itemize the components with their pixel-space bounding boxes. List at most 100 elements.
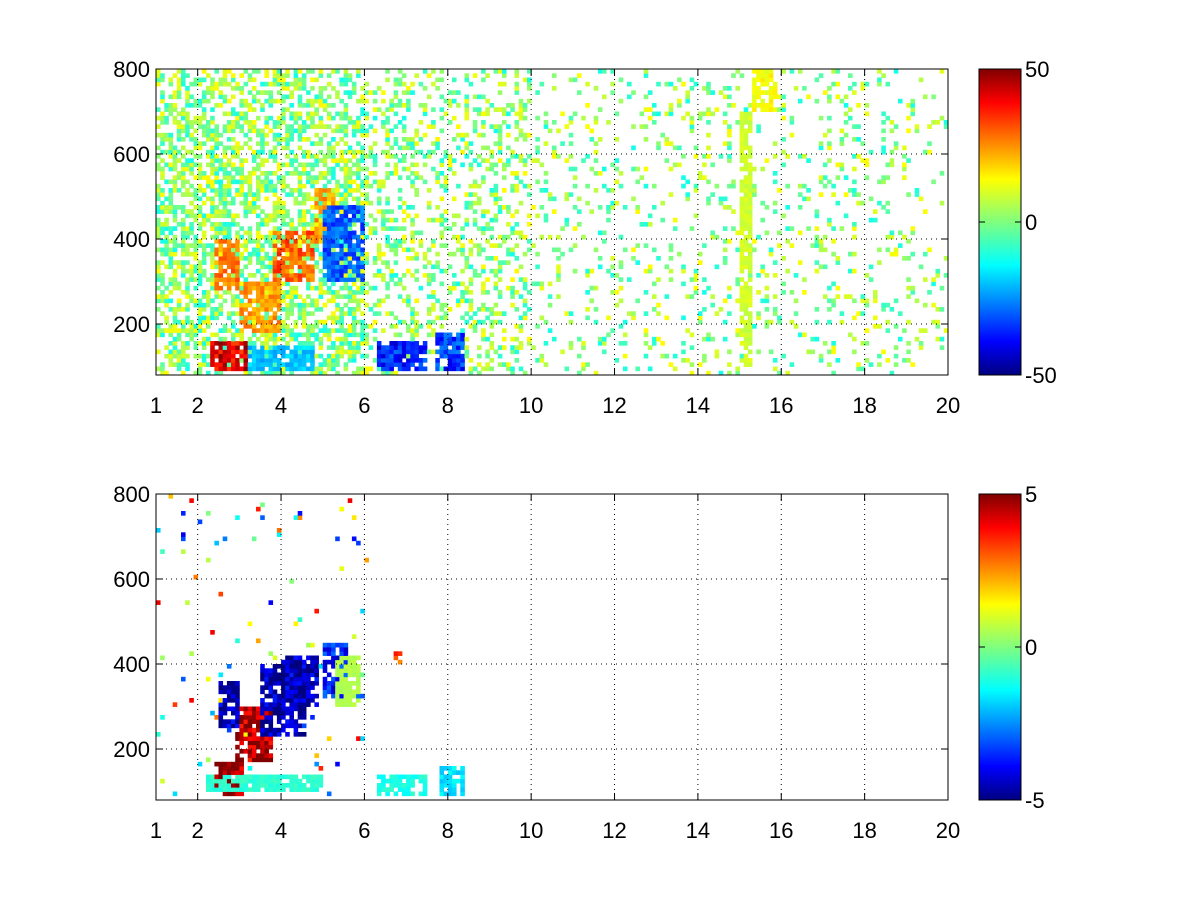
heatmap-cell xyxy=(297,137,303,142)
heatmap-cell xyxy=(239,315,244,321)
heatmap-cell xyxy=(493,243,499,248)
heatmap-cell xyxy=(222,345,228,350)
heatmap-cell xyxy=(631,247,636,253)
heatmap-cell xyxy=(339,702,344,707)
heatmap-cell xyxy=(156,196,161,202)
heatmap-cell xyxy=(393,349,399,355)
heatmap-cell xyxy=(422,341,428,346)
heatmap-cell xyxy=(910,103,916,108)
heatmap-cell xyxy=(172,213,178,219)
heatmap-cell xyxy=(376,302,382,308)
heatmap-cell xyxy=(610,188,615,193)
heatmap-cell xyxy=(185,98,190,104)
heatmap-cell xyxy=(168,94,174,100)
heatmap-cell xyxy=(264,307,269,312)
heatmap-cell xyxy=(206,315,211,321)
heatmap-cell xyxy=(260,727,265,733)
heatmap-cell xyxy=(864,298,870,304)
heatmap-cell xyxy=(264,693,269,699)
heatmap-cell xyxy=(251,744,257,750)
heatmap-cell xyxy=(251,324,257,329)
heatmap-cell xyxy=(281,783,286,788)
heatmap-cell xyxy=(831,69,836,74)
heatmap-cell xyxy=(289,698,294,703)
heatmap-cell xyxy=(677,145,682,151)
heatmap-cell xyxy=(910,107,916,112)
heatmap-cell xyxy=(714,264,720,270)
heatmap-cell xyxy=(168,77,174,83)
heatmap-cell xyxy=(422,273,428,278)
heatmap-cell xyxy=(343,341,349,346)
heatmap-cell xyxy=(743,328,749,333)
heatmap-cell xyxy=(314,234,319,240)
heatmap-cell xyxy=(185,260,190,265)
heatmap-cell xyxy=(297,171,303,176)
heatmap-cell xyxy=(389,349,394,355)
heatmap-cell xyxy=(581,362,586,367)
heatmap-cell xyxy=(181,183,186,189)
heatmap-cell xyxy=(314,124,319,129)
heatmap-cell xyxy=(814,213,820,219)
heatmap-cell xyxy=(351,222,357,227)
heatmap-cell xyxy=(264,744,269,750)
heatmap-cell xyxy=(272,226,278,231)
heatmap-cell xyxy=(481,209,486,214)
heatmap-cell xyxy=(643,137,649,142)
heatmap-cell xyxy=(685,196,690,202)
heatmap-cell xyxy=(881,73,886,78)
heatmap-cell xyxy=(185,86,190,91)
heatmap-cell xyxy=(552,149,557,155)
heatmap-cell xyxy=(272,256,278,261)
heatmap-cell xyxy=(343,222,349,227)
heatmap-cell xyxy=(364,183,369,189)
heatmap-cell xyxy=(389,324,394,329)
heatmap-cell xyxy=(293,115,299,121)
heatmap-cell xyxy=(389,107,394,112)
heatmap-cell xyxy=(756,124,761,129)
heatmap-cell xyxy=(339,324,344,329)
heatmap-cell xyxy=(347,115,353,121)
heatmap-cell xyxy=(731,103,736,108)
heatmap-cell xyxy=(201,222,207,227)
heatmap-cell xyxy=(247,324,253,329)
heatmap-cell xyxy=(351,256,357,261)
heatmap-cell xyxy=(472,319,478,325)
heatmap-cell xyxy=(535,213,540,219)
heatmap-cell xyxy=(214,273,219,278)
heatmap-cell xyxy=(297,698,303,703)
heatmap-cell xyxy=(722,336,728,342)
heatmap-cell xyxy=(477,362,482,367)
heatmap-cell xyxy=(239,226,244,231)
heatmap-cell xyxy=(239,183,244,189)
heatmap-cell xyxy=(347,358,353,363)
heatmap-cell xyxy=(326,256,332,261)
heatmap-cell xyxy=(335,188,340,193)
heatmap-cell xyxy=(281,247,286,253)
heatmap-cell xyxy=(235,277,240,282)
heatmap-cell xyxy=(335,260,340,265)
heatmap-cell xyxy=(251,239,257,244)
heatmap-cell xyxy=(314,753,319,758)
heatmap-cell xyxy=(181,370,186,375)
heatmap-cell xyxy=(906,285,911,291)
heatmap-cell xyxy=(527,69,532,74)
heatmap-cell xyxy=(468,298,474,304)
heatmap-cell xyxy=(222,239,228,244)
heatmap-cell xyxy=(210,145,215,151)
heatmap-cell xyxy=(206,124,211,129)
heatmap-cell xyxy=(206,778,211,784)
heatmap-cell xyxy=(197,171,203,176)
heatmap-cell xyxy=(506,247,511,253)
heatmap-cell xyxy=(322,685,328,690)
heatmap-cell xyxy=(285,315,290,321)
heatmap-cell xyxy=(235,166,240,172)
heatmap-cell xyxy=(218,277,224,282)
heatmap-cell xyxy=(314,676,319,682)
heatmap-cell xyxy=(472,217,478,223)
heatmap-cell xyxy=(218,273,224,278)
heatmap-cell xyxy=(393,353,399,359)
heatmap-cell xyxy=(431,349,436,355)
heatmap-cell xyxy=(547,196,553,202)
x-tick-label: 20 xyxy=(936,393,960,418)
heatmap-cell xyxy=(902,145,907,151)
